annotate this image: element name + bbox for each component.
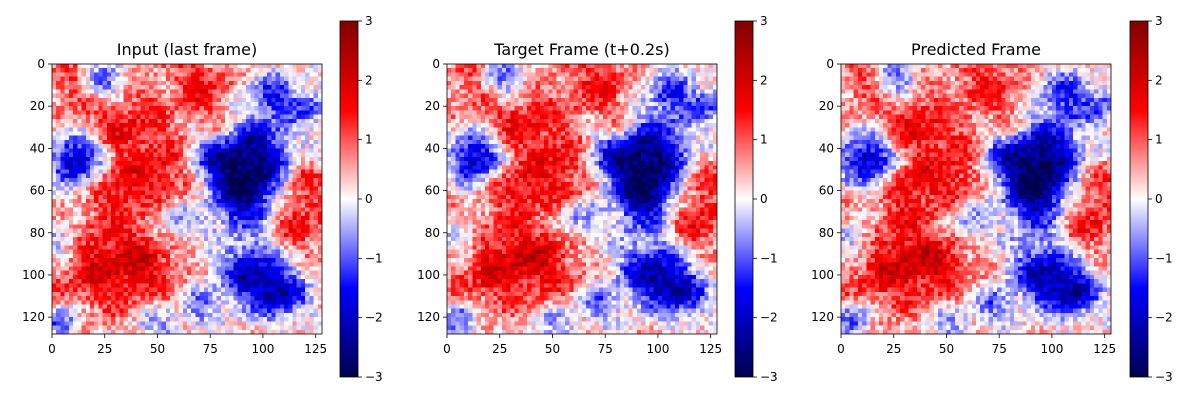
colorbar-tick-label: 0 (365, 192, 373, 206)
y-tick-label: 80 (425, 226, 440, 240)
colorbar-tick-label: 2 (365, 73, 373, 87)
axes-frame (840, 63, 1112, 335)
colorbar-tick-label: 2 (1155, 73, 1163, 87)
y-tick-label: 60 (425, 184, 440, 198)
x-tick-label: 125 (304, 342, 327, 356)
colorbar-tick-label: 0 (1155, 192, 1163, 206)
colorbar-tick-label: 3 (365, 14, 373, 28)
x-tick-label: 100 (646, 342, 669, 356)
x-tick-label: 25 (886, 342, 901, 356)
colorbar-tick-label: −1 (1155, 251, 1173, 265)
colorbar: −3 −2 −1 0 1 2 3 (734, 14, 778, 384)
y-tick-label: 120 (811, 310, 834, 324)
y-tick-label: 100 (417, 268, 440, 282)
chart-title: Target Frame (t+0.2s) (493, 40, 669, 59)
axes-frame (51, 63, 323, 335)
colorbar-tick-label: −1 (760, 251, 778, 265)
y-tick-label: 80 (819, 226, 834, 240)
y-tick-label: 120 (22, 310, 45, 324)
x-tick-label: 25 (97, 342, 112, 356)
heatmap-image (841, 64, 1111, 334)
colorbar-gradient (339, 20, 359, 378)
colorbar-gradient (1129, 20, 1149, 378)
y-tick-label: 60 (819, 184, 834, 198)
colorbar-tick-label: −3 (760, 370, 778, 384)
colorbar-tick-label: −3 (1155, 370, 1173, 384)
x-tick-label: 125 (1093, 342, 1116, 356)
y-tick-label: 0 (432, 57, 440, 71)
y-tick-label: 100 (811, 268, 834, 282)
y-tick-label: 20 (425, 99, 440, 113)
y-tick-label: 0 (37, 57, 45, 71)
y-tick-label: 40 (425, 141, 440, 155)
colorbar-tick-label: 0 (760, 192, 768, 206)
y-tick-label: 60 (30, 184, 45, 198)
x-tick-label: 125 (699, 342, 722, 356)
y-tick-label: 20 (30, 99, 45, 113)
x-tick-label: 0 (837, 342, 845, 356)
x-tick-label: 50 (150, 342, 165, 356)
colorbar: −3 −2 −1 0 1 2 3 (1129, 14, 1173, 384)
y-tick-label: 40 (819, 141, 834, 155)
heatmap-image (447, 64, 717, 334)
colorbar: −3 −2 −1 0 1 2 3 (339, 14, 383, 384)
colorbar-tick-label: −2 (760, 311, 778, 325)
panel-target: Target Frame (t+0.2s)0 25 50 75 100 125020406… (417, 14, 778, 384)
colorbar-tick-label: 2 (760, 73, 768, 87)
colorbar-tick-label: −3 (365, 370, 383, 384)
x-tick-label: 50 (939, 342, 954, 356)
chart-title: Input (last frame) (117, 40, 257, 59)
colorbar-tick-label: −2 (1155, 311, 1173, 325)
panel-input: Input (last frame)0 25 50 75 100 125020406080… (22, 14, 383, 384)
y-tick-label: 20 (819, 99, 834, 113)
x-tick-label: 50 (545, 342, 560, 356)
colorbar-gradient (734, 20, 754, 378)
y-tick-label: 100 (22, 268, 45, 282)
colorbar-tick-label: 3 (760, 14, 768, 28)
y-tick-label: 40 (30, 141, 45, 155)
y-tick-label: 0 (826, 57, 834, 71)
y-tick-label: 80 (30, 226, 45, 240)
colorbar-tick-label: 3 (1155, 14, 1163, 28)
heatmap-image (52, 64, 322, 334)
x-tick-label: 0 (48, 342, 56, 356)
x-tick-label: 75 (598, 342, 613, 356)
axes-frame (446, 63, 718, 335)
chart-title: Predicted Frame (911, 40, 1041, 59)
colorbar-tick-label: −2 (365, 311, 383, 325)
x-tick-label: 100 (1040, 342, 1063, 356)
colorbar-tick-label: 1 (1155, 133, 1163, 147)
x-tick-label: 75 (203, 342, 218, 356)
y-tick-label: 120 (417, 310, 440, 324)
x-tick-label: 0 (443, 342, 451, 356)
colorbar-tick-label: 1 (760, 133, 768, 147)
x-tick-label: 100 (251, 342, 274, 356)
x-tick-label: 75 (992, 342, 1007, 356)
x-tick-label: 25 (492, 342, 507, 356)
colorbar-tick-label: 1 (365, 133, 373, 147)
colorbar-tick-label: −1 (365, 251, 383, 265)
